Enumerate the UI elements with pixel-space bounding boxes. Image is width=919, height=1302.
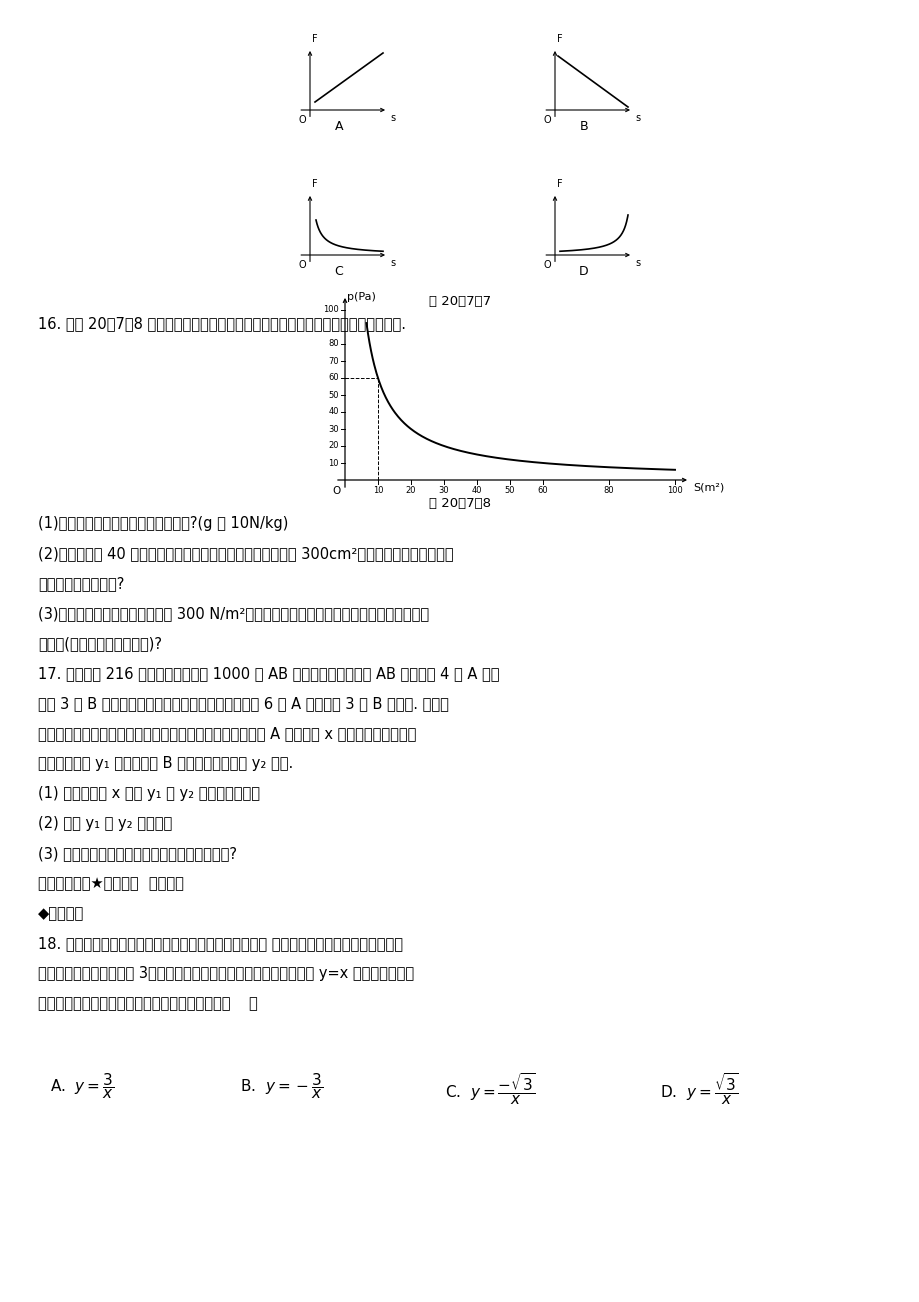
Text: S(m²): S(m²) (692, 483, 723, 493)
Text: F: F (312, 34, 317, 44)
Text: 所用的时间为 y₁ 小时，加工 B 装置所用的时间为 y₂ 小时.: 所用的时间为 y₁ 小时，加工 B 装置所用的时间为 y₂ 小时. (38, 756, 293, 771)
Text: s: s (634, 113, 640, 122)
Text: ◆创新应用: ◆创新应用 (38, 906, 85, 921)
Text: (3) 怎样分组，才能使完成任务的所用时间最短?: (3) 怎样分组，才能使完成任务的所用时间最短? (38, 846, 237, 861)
Text: (3)若某一沼泽地能承受的压强为 300 N/m²，那么此人应站在面积至少多大的木板上才不至: (3)若某一沼泽地能承受的压强为 300 N/m²，那么此人应站在面积至少多大的… (38, 605, 428, 621)
Text: 30: 30 (438, 486, 448, 495)
Text: 图 20－7－8: 图 20－7－8 (428, 497, 491, 510)
Text: F: F (312, 178, 317, 189)
Text: (2)如果此人穿 40 码的鞋，若每只鞋与地面的接触面积大约是 300cm²，那么此人双脚站立时，: (2)如果此人穿 40 码的鞋，若每只鞋与地面的接触面积大约是 300cm²，那… (38, 546, 453, 561)
Text: 60: 60 (328, 374, 338, 383)
Text: 认为这两位同学所描述的反比例图象的解析式为（    ）: 认为这两位同学所描述的反比例图象的解析式为（ ） (38, 996, 257, 1010)
Text: O: O (333, 486, 341, 496)
Text: D.  $y=\dfrac{\sqrt{3}}{x}$: D. $y=\dfrac{\sqrt{3}}{x}$ (659, 1072, 738, 1107)
Text: 50: 50 (505, 486, 515, 495)
Text: s: s (390, 258, 394, 268)
Text: 两坐标轴的距离的积都是 3；乙同学说：这个反比例函数的图象与直线 y=x 有两个交点，你: 两坐标轴的距离的积都是 3；乙同学说：这个反比例函数的图象与直线 y=x 有两个… (38, 966, 414, 980)
Text: 16. 如图 20－7－8 所示为某人对地面的压强与这个人和地面接触面积的函数关系图象.: 16. 如图 20－7－8 所示为某人对地面的压强与这个人和地面接触面积的函数关… (38, 316, 405, 331)
Text: (2) 比较 y₁ 和 y₂ 的大小；: (2) 比较 y₁ 和 y₂ 的大小； (38, 816, 172, 831)
Text: O: O (542, 260, 550, 270)
Text: C.  $y=\dfrac{-\sqrt{3}}{x}$: C. $y=\dfrac{-\sqrt{3}}{x}$ (445, 1072, 535, 1107)
Text: A.  $y=\dfrac{3}{x}$: A. $y=\dfrac{3}{x}$ (50, 1072, 114, 1100)
Text: 人分成两组同时开始加工。每组分别加工一种装置，设加工 A 型装置有 x 人，如果加工以装置: 人分成两组同时开始加工。每组分别加工一种装置，设加工 A 型装置有 x 人，如果… (38, 727, 416, 741)
Text: s: s (390, 113, 394, 122)
Text: 10: 10 (372, 486, 383, 495)
Text: 20: 20 (328, 441, 338, 450)
Text: 置和 3 个 B 型装置配套而成，每个工人每小时可加工 6 个 A 型装置或 3 个 B 型装置. 现将工: 置和 3 个 B 型装置配套而成，每个工人每小时可加工 6 个 A 型装置或 3… (38, 697, 448, 711)
Text: 综合创新训练★登高望远  课外拓展: 综合创新训练★登高望远 课外拓展 (38, 876, 184, 891)
Text: 50: 50 (328, 391, 338, 400)
Text: 60: 60 (537, 486, 548, 495)
Text: 10: 10 (328, 458, 338, 467)
Text: 20: 20 (405, 486, 415, 495)
Text: O: O (298, 115, 305, 125)
Text: 100: 100 (666, 486, 682, 495)
Text: C: C (335, 266, 343, 279)
Text: A: A (335, 120, 343, 133)
Text: B: B (579, 120, 587, 133)
Text: 图 20－7－7: 图 20－7－7 (428, 296, 491, 309)
Text: s: s (634, 258, 640, 268)
Text: 于下陷(木板的重量忽略不计)?: 于下陷(木板的重量忽略不计)? (38, 635, 162, 651)
Text: F: F (556, 34, 562, 44)
Text: p(Pa): p(Pa) (346, 292, 376, 302)
Text: B.  $y=-\dfrac{3}{x}$: B. $y=-\dfrac{3}{x}$ (240, 1072, 323, 1100)
Text: 80: 80 (603, 486, 614, 495)
Text: 对地面的压强有多大?: 对地面的压强有多大? (38, 575, 124, 591)
Text: 70: 70 (328, 357, 338, 366)
Text: O: O (542, 115, 550, 125)
Text: 17. 某工厂的 216 名工人接受了生产 1000 台 AB 型产品的任务，每台 AB 型产品由 4 个 A 型装: 17. 某工厂的 216 名工人接受了生产 1000 台 AB 型产品的任务，每… (38, 667, 499, 681)
Text: 100: 100 (323, 306, 338, 315)
Text: 18. 两位同学在描述同一反比例函数的图象时，甲同学说 这个反比例函数图象上任意一点到: 18. 两位同学在描述同一反比例函数的图象时，甲同学说 这个反比例函数图象上任意… (38, 936, 403, 950)
Text: D: D (579, 266, 588, 279)
Text: (1) 分别写出用 x 表示 y₁ 和 y₂ 的函数关系式；: (1) 分别写出用 x 表示 y₁ 和 y₂ 的函数关系式； (38, 786, 260, 801)
Text: 40: 40 (328, 408, 338, 417)
Text: O: O (298, 260, 305, 270)
Text: 30: 30 (328, 424, 338, 434)
Text: 80: 80 (328, 340, 338, 349)
Text: (1)通过图象你能确定这个人的体重吗?(g 取 10N/kg): (1)通过图象你能确定这个人的体重吗?(g 取 10N/kg) (38, 516, 288, 531)
Text: 40: 40 (471, 486, 482, 495)
Text: F: F (556, 178, 562, 189)
